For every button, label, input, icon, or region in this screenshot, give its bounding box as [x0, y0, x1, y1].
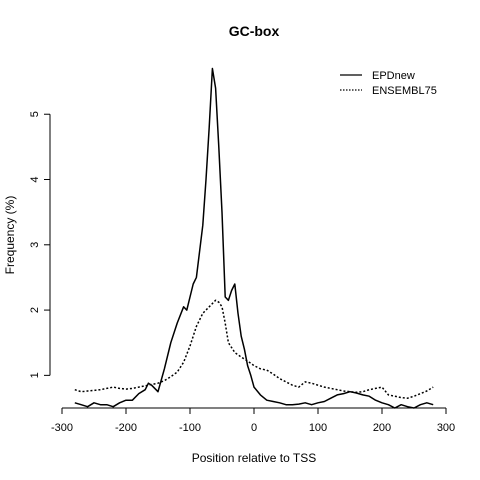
y-tick-label: 3 — [29, 242, 41, 248]
x-tick-label: 200 — [373, 422, 391, 434]
y-tick-label: 5 — [29, 111, 41, 117]
x-axis: -300 -200 -100 0 100 200 300 — [51, 407, 455, 434]
x-tick-label: -200 — [115, 422, 137, 434]
y-tick-label: 2 — [29, 307, 41, 313]
y-axis: 1 2 3 4 5 — [29, 111, 51, 378]
legend-label: EPDnew — [372, 70, 415, 82]
legend-label: ENSEMBL75 — [372, 85, 437, 97]
chart-title: GC-box — [229, 23, 280, 39]
x-tick-label: 300 — [437, 422, 455, 434]
x-tick-label: 0 — [251, 422, 257, 434]
y-tick-label: 1 — [29, 372, 41, 378]
x-axis-label: Position relative to TSS — [192, 451, 317, 465]
series-line-ensembl75 — [74, 299, 434, 399]
y-tick-label: 4 — [29, 176, 41, 182]
x-tick-label: 100 — [309, 422, 327, 434]
plot-area — [74, 67, 434, 409]
legend: EPDnew ENSEMBL75 — [340, 70, 437, 97]
x-tick-label: -100 — [179, 422, 201, 434]
x-tick-label: -300 — [51, 422, 73, 434]
series-line-epdnew — [74, 67, 434, 409]
y-axis-label: Frequency (%) — [3, 196, 17, 275]
